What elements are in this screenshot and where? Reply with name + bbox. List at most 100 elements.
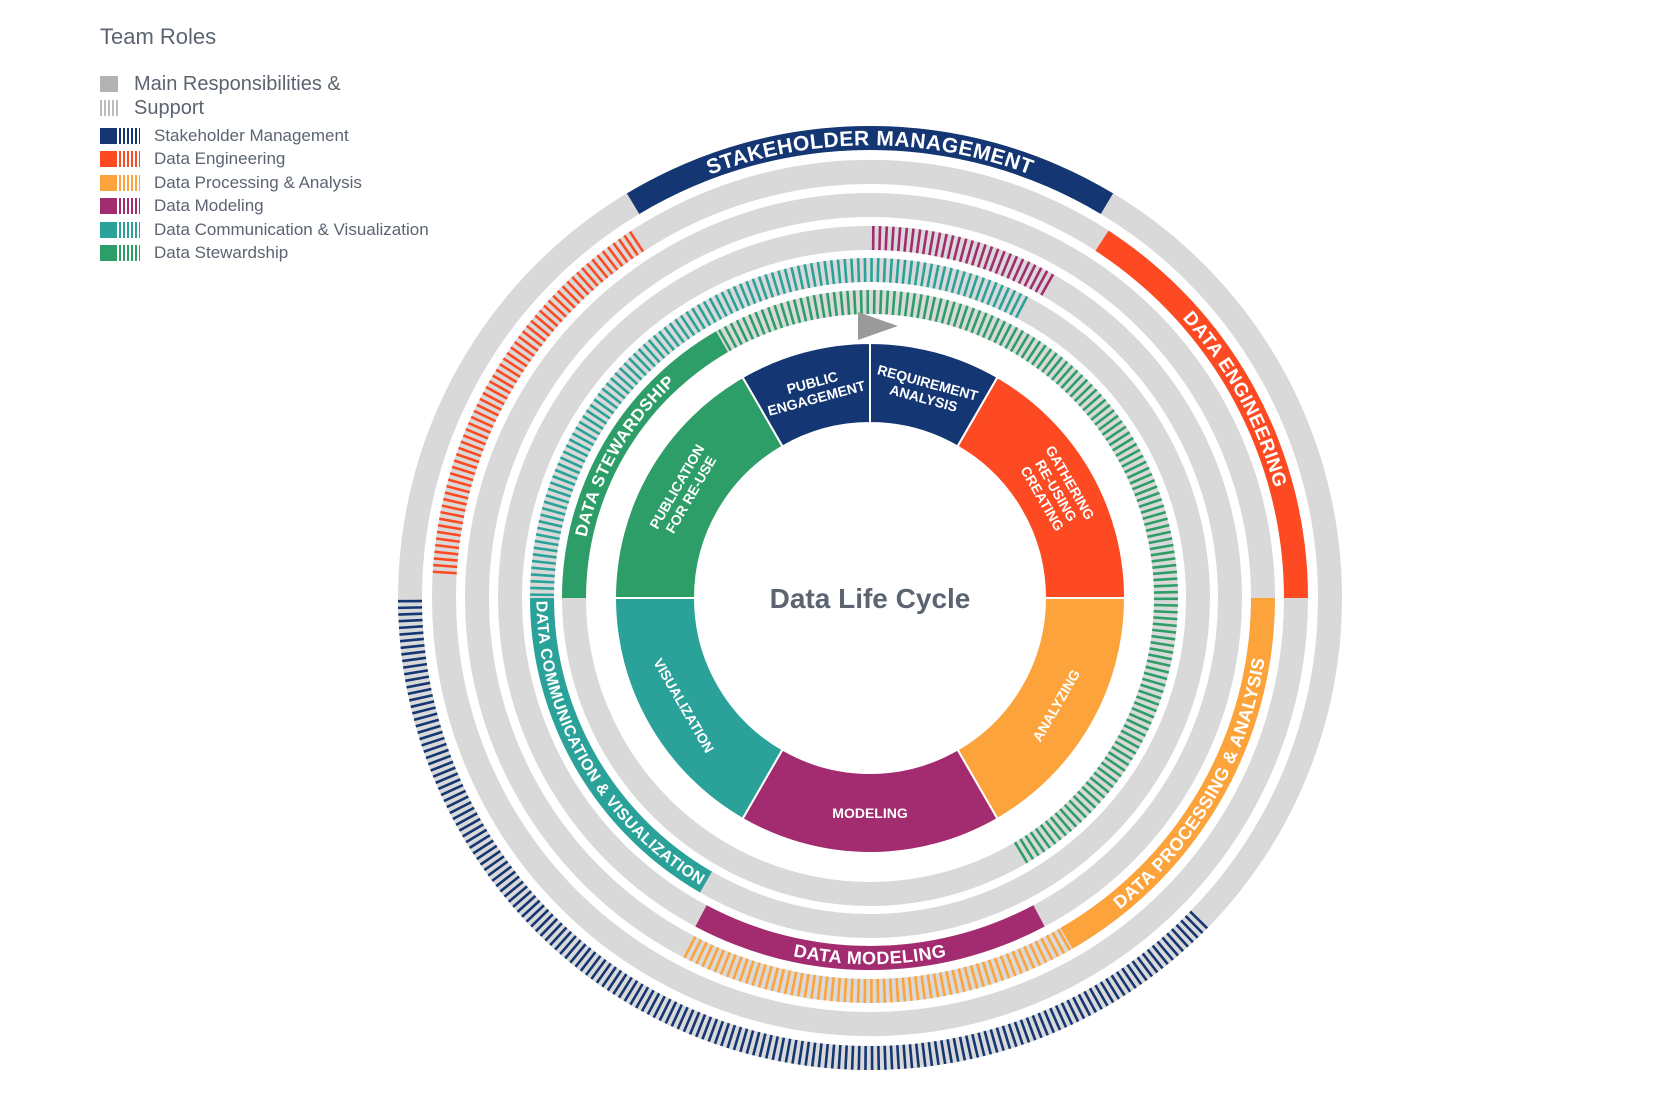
communication-main-arc — [530, 598, 712, 893]
support-stripe — [1043, 1010, 1056, 1034]
support-stripe — [499, 875, 520, 893]
support-stripe — [406, 681, 431, 689]
support-stripe — [777, 968, 786, 993]
support-stripe — [968, 275, 979, 299]
support-stripe — [472, 839, 495, 855]
support-stripe — [719, 951, 731, 976]
support-stripe — [926, 974, 933, 999]
support-stripe — [946, 301, 956, 326]
support-stripe — [994, 250, 1006, 275]
support-stripe — [510, 346, 532, 363]
support-stripe — [1089, 776, 1110, 794]
support-stripe — [571, 276, 590, 296]
solid-swatch-icon — [100, 76, 118, 92]
legend-key-support: Support — [100, 96, 429, 120]
support-stripe — [1068, 799, 1087, 819]
support-stripe — [683, 936, 697, 959]
striped-swatch-icon — [100, 100, 118, 116]
support-stripe — [738, 958, 749, 982]
support-stripe — [1044, 820, 1062, 841]
support-stripe — [981, 314, 994, 339]
support-stripe — [1140, 683, 1164, 694]
support-stripe — [810, 1042, 817, 1067]
role-swatch-icon — [100, 198, 140, 215]
support-stripe — [521, 330, 543, 347]
support-stripe — [902, 1044, 907, 1069]
support-stripe — [1126, 963, 1143, 986]
support-stripe — [487, 860, 509, 877]
support-stripe — [440, 510, 465, 519]
support-stripe — [499, 362, 521, 378]
support-stripe — [534, 539, 559, 547]
support-stripe — [1142, 510, 1167, 521]
support-stripe — [568, 438, 592, 452]
support-stripe — [1123, 723, 1147, 737]
support-stripe — [1104, 756, 1126, 772]
support-stripe — [612, 242, 629, 264]
support-stripe — [958, 1036, 967, 1061]
support-stripe — [897, 291, 903, 316]
support-stripe — [1040, 273, 1055, 296]
support-stripe — [495, 368, 518, 384]
support-stripe — [927, 1041, 934, 1067]
support-stripe — [1017, 261, 1031, 285]
support-stripe — [658, 998, 672, 1022]
support-stripe — [682, 1009, 695, 1033]
support-stripe — [836, 977, 842, 1002]
support-stripe — [964, 1035, 973, 1060]
support-stripe — [829, 977, 835, 1002]
support-stripe — [879, 290, 883, 315]
support-stripe — [1034, 270, 1049, 293]
support-stripe — [441, 504, 466, 512]
phase-segment — [613, 375, 784, 599]
support-stripe — [1115, 971, 1132, 993]
support-stripe — [701, 1016, 713, 1040]
legend: Team Roles Main Responsibilities & Suppo… — [100, 24, 429, 265]
support-stripe — [1020, 336, 1036, 359]
support-stripe — [732, 285, 745, 309]
support-stripe — [502, 357, 525, 373]
support-stripe — [402, 656, 427, 663]
support-stripe — [888, 978, 893, 1003]
support-stripe — [566, 280, 585, 300]
support-stripe — [1094, 409, 1115, 426]
support-stripe — [735, 319, 749, 343]
support-stripe — [435, 537, 461, 544]
support-stripe — [419, 730, 443, 741]
support-stripe — [549, 926, 568, 947]
support-stripe — [1046, 356, 1064, 377]
support-stripe — [752, 1031, 761, 1056]
support-stripe — [479, 397, 502, 411]
support-stripe — [674, 318, 691, 340]
support-stripe — [1145, 523, 1170, 533]
support-stripe — [839, 291, 845, 316]
support-stripe — [1054, 812, 1073, 833]
support-stripe — [983, 1030, 993, 1055]
support-stripe — [1085, 781, 1106, 799]
support-stripe — [547, 487, 572, 498]
support-stripe — [717, 328, 732, 352]
support-stripe — [1051, 931, 1066, 955]
support-stripe — [402, 662, 428, 669]
support-stripe — [1152, 563, 1177, 569]
support-stripe — [1099, 981, 1115, 1004]
support-stripe — [1013, 1021, 1024, 1046]
support-stripe — [980, 279, 992, 303]
support-stripe — [564, 939, 582, 960]
support-stripe — [455, 812, 478, 826]
support-stripe — [1050, 360, 1069, 381]
support-stripe — [435, 772, 459, 785]
support-stripe — [940, 299, 950, 324]
support-stripe — [778, 1037, 786, 1062]
support-stripe — [491, 865, 513, 882]
support-stripe — [1083, 990, 1098, 1014]
support-stripe — [688, 1011, 701, 1035]
support-stripe — [790, 971, 798, 996]
support-stripe — [952, 1037, 960, 1062]
support-stripe — [554, 930, 573, 951]
support-stripe — [458, 446, 482, 458]
support-stripe — [579, 951, 597, 972]
support-stripe — [1114, 740, 1137, 755]
support-stripe — [1124, 460, 1147, 474]
